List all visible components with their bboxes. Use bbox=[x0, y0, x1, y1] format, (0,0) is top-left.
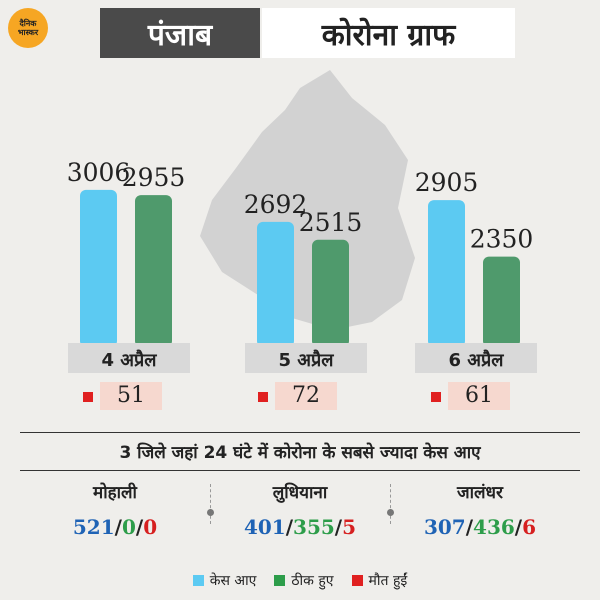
legend-label-deaths: मौत हुईं bbox=[368, 573, 408, 589]
stat-separator: / bbox=[334, 515, 343, 539]
date-band-2 bbox=[245, 343, 367, 373]
legend-item-recovered: ठीक हुए bbox=[274, 571, 334, 590]
death-box-1 bbox=[100, 382, 162, 410]
district-separator-dot-1 bbox=[207, 509, 214, 516]
districts-subtitle: 3 जिले जहां 24 घंटे में कोरोना के सबसे ज… bbox=[119, 443, 481, 463]
bar-recovered-2 bbox=[312, 239, 349, 347]
stat-separator: / bbox=[285, 515, 294, 539]
district-cases: 401 bbox=[243, 515, 286, 539]
death-box-2 bbox=[275, 382, 337, 410]
district-separator-2 bbox=[390, 484, 392, 524]
date-label-3: 6 अप्रैल bbox=[448, 350, 504, 371]
divider-top bbox=[20, 432, 580, 433]
date-label-2: 5 अप्रैल bbox=[278, 350, 334, 371]
district-deaths: 0 bbox=[143, 515, 158, 539]
death-value-1: 51 bbox=[117, 383, 145, 408]
district-separator-1 bbox=[210, 484, 212, 524]
death-marker-3 bbox=[431, 392, 441, 402]
dainik-bhaskar-logo: दैनिक भास्कर bbox=[8, 8, 48, 48]
date-band-1 bbox=[68, 343, 190, 373]
stat-separator: / bbox=[465, 515, 474, 539]
district-stats: 307/436/6 bbox=[390, 515, 570, 539]
district-ludhiana: लुधियाना 401/355/5 bbox=[210, 480, 390, 539]
bar-label-recovered-3: 2350 bbox=[470, 225, 534, 254]
legend-label-recovered: ठीक हुए bbox=[291, 573, 334, 589]
legend-item-deaths: मौत हुईं bbox=[351, 571, 408, 590]
bar-cases-2 bbox=[257, 221, 294, 347]
district-name: लुधियाना bbox=[272, 483, 328, 503]
bar-recovered-3 bbox=[483, 256, 520, 347]
death-value-2: 72 bbox=[292, 383, 320, 408]
logo-line-2: भास्कर bbox=[17, 28, 39, 37]
district-stats: 521/0/0 bbox=[25, 515, 205, 539]
district-jalandhar: जालंधर 307/436/6 bbox=[390, 480, 570, 539]
district-recovered: 0 bbox=[121, 515, 136, 539]
bar-label-cases-3: 2905 bbox=[415, 168, 479, 197]
bar-label-recovered-2: 2515 bbox=[299, 208, 363, 237]
bar-label-recovered-1: 2955 bbox=[122, 163, 186, 192]
divider-bottom bbox=[20, 470, 580, 471]
stat-separator: / bbox=[514, 515, 523, 539]
bar-cases-3 bbox=[428, 200, 465, 347]
header-state: पंजाब bbox=[100, 8, 260, 58]
bar-label-cases-2: 2692 bbox=[244, 190, 308, 219]
district-name: मोहाली bbox=[93, 483, 137, 503]
district-cases: 307 bbox=[423, 515, 466, 539]
bar-recovered-1 bbox=[135, 195, 172, 347]
legend-swatch-deaths bbox=[351, 575, 363, 586]
bar-cases-1 bbox=[80, 189, 117, 347]
district-separator-dot-2 bbox=[387, 509, 394, 516]
date-band-3 bbox=[415, 343, 537, 373]
stat-separator: / bbox=[114, 515, 122, 539]
legend-swatch-recovered bbox=[274, 575, 286, 586]
header-title: कोरोना ग्राफ bbox=[262, 8, 515, 58]
district-deaths: 6 bbox=[522, 515, 537, 539]
stat-separator: / bbox=[135, 515, 144, 539]
death-value-3: 61 bbox=[465, 383, 493, 408]
death-marker-1 bbox=[83, 392, 93, 402]
district-stats: 401/355/5 bbox=[210, 515, 390, 539]
death-box-3 bbox=[448, 382, 510, 410]
logo-line-1: दैनिक bbox=[19, 19, 37, 28]
legend-item-cases: केस आए bbox=[192, 571, 257, 590]
legend: केस आए ठीक हुए मौत हुईं bbox=[0, 571, 600, 590]
legend-swatch-cases bbox=[192, 575, 204, 586]
bar-label-cases-1: 3006 bbox=[67, 158, 131, 187]
district-deaths: 5 bbox=[342, 515, 357, 539]
district-recovered: 436 bbox=[473, 515, 515, 539]
date-label-1: 4 अप्रैल bbox=[101, 350, 157, 371]
legend-label-cases: केस आए bbox=[209, 573, 257, 589]
district-cases: 521 bbox=[72, 515, 115, 539]
district-mohali: मोहाली 521/0/0 bbox=[25, 480, 205, 539]
district-recovered: 355 bbox=[293, 515, 335, 539]
district-name: जालंधर bbox=[457, 483, 503, 503]
death-marker-2 bbox=[258, 392, 268, 402]
